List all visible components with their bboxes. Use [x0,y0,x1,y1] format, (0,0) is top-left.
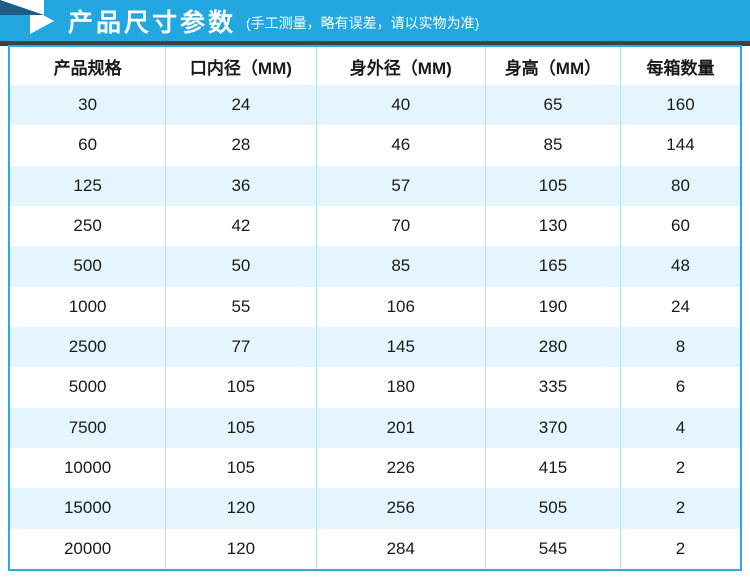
table-cell: 105 [166,447,317,489]
table-cell: 201 [317,407,486,448]
table-cell: 145 [317,326,486,368]
table-cell: 70 [317,205,486,247]
table-cell: 125 [10,165,167,206]
table-cell: 106 [317,286,486,327]
table-cell: 120 [166,488,317,529]
table-cell: 226 [317,447,486,489]
table-cell: 2 [675,498,686,518]
table-cell: 2500 [10,326,167,368]
title-note: (手工测量，略有误差，请以实物为准) [246,14,480,31]
table-cell: 57 [317,165,486,206]
column-header: 身高（MM） [486,47,621,85]
table-cell: 165 [486,246,621,287]
table-cell: 20000 [10,528,167,569]
title-bar: 产品尺寸参数 (手工测量，略有误差，请以实物为准) [0,0,750,41]
table-cell: 120 [166,528,317,569]
table-cell: 30 [10,85,167,126]
table-cell: 415 [486,447,621,489]
table-cell: 48 [671,256,690,276]
table-cell: 24 [166,85,317,126]
table-row: 1000 55 106 190 24 [10,286,740,327]
table-cell: 6 [675,377,686,397]
table-cell: 105 [486,165,621,206]
table-cell: 46 [317,125,486,166]
table-cell: 545 [486,528,621,569]
table-cell: 5000 [10,367,167,408]
table-cell: 180 [317,367,486,408]
column-header: 产品规格 [10,47,167,85]
table-row: 60 28 46 85 144 [10,125,740,166]
table-row: 250 42 70 130 60 [10,205,740,247]
table-cell: 2 [675,538,686,558]
table-row: 15000 120 256 505 2 [10,488,740,529]
table-cell: 42 [166,205,317,247]
table-cell: 40 [317,85,486,126]
ribbon-shadow [0,41,750,46]
table-cell: 10000 [10,447,167,489]
table-row: 10000 105 226 415 2 [10,447,740,489]
table-cell: 105 [166,367,317,408]
table-cell: 160 [666,95,695,115]
table-cell: 105 [166,407,317,448]
table-cell: 250 [10,205,167,247]
table-cell: 1000 [10,286,167,327]
table-row: 2500 77 145 280 8 [10,326,740,368]
table-body: 30 24 40 65 160 60 28 46 85 144 125 36 57 105 80 250 42 7… [10,85,740,569]
table-cell: 28 [166,125,317,166]
column-header: 身外径（MM) [317,47,486,85]
page-title: 产品尺寸参数 [68,8,237,37]
column-header: 口内径（MM) [166,47,317,85]
table-cell: 85 [486,125,621,166]
table-cell: 8 [675,337,686,357]
table-cell: 36 [166,165,317,206]
table-row: 5000 105 180 335 6 [10,367,740,408]
table-row: 30 24 40 65 160 [10,85,740,126]
spec-table: 产品规格 口内径（MM) 身外径（MM) 身高（MM） 每箱数量 30 24 40 65 160… [8,45,742,571]
table-cell: 55 [166,286,317,327]
table-cell: 335 [486,367,621,408]
table-row: 500 50 85 165 48 [10,246,740,287]
table-cell: 50 [166,246,317,287]
table-cell: 85 [317,246,486,287]
table-cell: 280 [486,326,621,368]
table-cell: 505 [486,488,621,529]
table-cell: 77 [166,326,317,368]
table-cell: 15000 [10,488,167,529]
table-row: 7500 105 201 370 4 [10,407,740,448]
table-row: 20000 120 284 545 2 [10,528,740,569]
column-header: 每箱数量 [646,58,715,78]
table-cell: 24 [671,296,690,316]
table-cell: 190 [486,286,621,327]
table-cell: 256 [317,488,486,529]
table-cell: 60 [671,216,690,236]
table-cell: 80 [671,175,690,195]
table-cell: 60 [10,125,167,166]
table-cell: 2 [675,458,686,478]
table-row: 125 36 57 105 80 [10,165,740,206]
table-cell: 7500 [10,407,167,448]
table-header-row: 产品规格 口内径（MM) 身外径（MM) 身高（MM） 每箱数量 [10,47,740,85]
table-cell: 370 [486,407,621,448]
table-cell: 284 [317,528,486,569]
table-cell: 130 [486,205,621,247]
table-cell: 500 [10,246,167,287]
table-cell: 4 [675,417,686,437]
table-cell: 65 [486,85,621,126]
table-cell: 144 [666,135,695,155]
